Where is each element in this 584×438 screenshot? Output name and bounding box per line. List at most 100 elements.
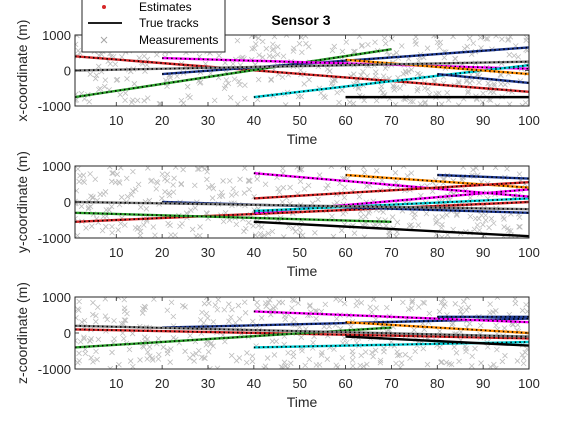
measurement-marker xyxy=(263,45,270,52)
measurement-marker xyxy=(421,300,428,306)
y-tick-label: 1000 xyxy=(42,28,71,43)
measurement-marker xyxy=(431,77,438,84)
measurement-marker xyxy=(433,220,439,226)
measurement-marker xyxy=(102,313,109,319)
measurement-marker xyxy=(106,207,112,213)
measurement-marker xyxy=(358,300,365,306)
measurement-marker xyxy=(261,232,268,238)
track-7 xyxy=(75,60,529,72)
measurement-marker xyxy=(457,308,464,315)
measurement-marker xyxy=(467,213,474,220)
true-track-line xyxy=(75,201,529,210)
measurement-marker xyxy=(423,210,430,217)
measurement-marker xyxy=(282,316,289,323)
measurement-marker xyxy=(407,355,413,362)
measurement-marker xyxy=(484,344,491,350)
measurement-marker xyxy=(170,313,177,320)
measurement-marker xyxy=(258,234,265,238)
measurement-marker xyxy=(498,81,504,87)
measurement-marker xyxy=(287,360,294,367)
measurement-marker xyxy=(474,71,480,78)
measurement-marker xyxy=(204,315,211,321)
measurement-marker xyxy=(320,93,327,99)
track-2 xyxy=(75,211,392,223)
measurement-marker xyxy=(197,224,203,230)
measurement-marker xyxy=(377,357,384,364)
track-9 xyxy=(253,172,529,198)
measurement-marker xyxy=(233,221,240,228)
y-tick-label: -1000 xyxy=(38,99,71,114)
measurement-marker xyxy=(191,358,197,364)
measurement-marker xyxy=(307,303,313,310)
measurement-marker xyxy=(422,99,428,105)
measurement-marker xyxy=(350,100,357,106)
measurement-marker xyxy=(436,344,443,350)
measurement-marker xyxy=(123,175,130,182)
measurement-marker xyxy=(523,35,529,41)
measurement-marker xyxy=(122,90,129,96)
measurement-marker xyxy=(268,77,274,83)
measurement-marker xyxy=(303,40,309,47)
measurement-marker xyxy=(225,80,232,87)
measurement-marker xyxy=(329,213,335,220)
measurement-marker xyxy=(179,220,185,227)
measurement-marker xyxy=(393,233,399,238)
y-tick-label: 1000 xyxy=(42,290,71,305)
measurement-marker xyxy=(316,172,323,178)
measurement-marker xyxy=(201,300,208,307)
measurement-marker xyxy=(134,226,141,232)
subplot-3: 10 20 30 40 50 60 70 80 90 100 -1000 0 1000 Time z-coo… xyxy=(14,282,540,410)
x-tick-label: 90 xyxy=(476,113,490,128)
x-tick-label: 50 xyxy=(292,113,306,128)
measurement-marker xyxy=(438,359,444,366)
legend-estimates-label: Estimates xyxy=(139,0,192,14)
measurement-marker xyxy=(505,227,512,234)
measurement-marker xyxy=(339,355,346,361)
measurement-marker xyxy=(400,299,406,306)
measurement-marker xyxy=(456,78,462,85)
measurement-marker xyxy=(360,363,367,369)
measurement-marker xyxy=(275,185,281,192)
measurement-marker xyxy=(129,97,136,103)
measurement-marker xyxy=(75,315,79,321)
y-tick-label: 1000 xyxy=(42,159,71,174)
measurement-marker xyxy=(361,234,368,238)
measurement-marker xyxy=(279,299,286,306)
measurement-marker xyxy=(208,340,215,346)
measurement-marker xyxy=(168,346,174,352)
x-tick-label: 50 xyxy=(292,245,306,260)
measurement-marker xyxy=(206,184,212,191)
measurement-marker xyxy=(80,178,86,184)
measurement-marker xyxy=(405,306,412,313)
measurement-marker xyxy=(90,299,96,306)
measurement-marker xyxy=(226,178,233,184)
measurement-marker xyxy=(350,71,357,77)
measurement-marker xyxy=(290,349,297,356)
measurement-marker xyxy=(112,179,119,186)
y-axis-label: x-coordinate (m) xyxy=(14,20,30,122)
measurement-marker xyxy=(491,82,498,89)
measurement-marker xyxy=(397,364,404,369)
measurement-marker xyxy=(318,352,325,358)
measurement-marker xyxy=(209,195,216,201)
true-track-line xyxy=(75,48,392,98)
track-8 xyxy=(253,220,529,238)
measurement-marker xyxy=(204,176,210,183)
measurement-marker xyxy=(212,302,219,308)
measurement-marker xyxy=(115,227,121,233)
measurement-marker xyxy=(361,97,367,104)
track-9 xyxy=(437,72,529,85)
measurement-marker xyxy=(130,168,136,175)
measurement-marker xyxy=(364,73,371,79)
measurement-marker xyxy=(121,308,128,315)
measurement-marker xyxy=(226,301,232,307)
track-5 xyxy=(253,197,529,213)
measurement-marker xyxy=(322,301,329,308)
measurement-marker xyxy=(280,53,287,60)
measurement-marker xyxy=(261,365,267,369)
measurement-marker xyxy=(257,230,264,237)
measurement-marker xyxy=(141,334,148,340)
measurement-marker xyxy=(466,35,473,41)
x-axis-label: Time xyxy=(287,394,318,410)
measurement-marker xyxy=(337,297,344,304)
